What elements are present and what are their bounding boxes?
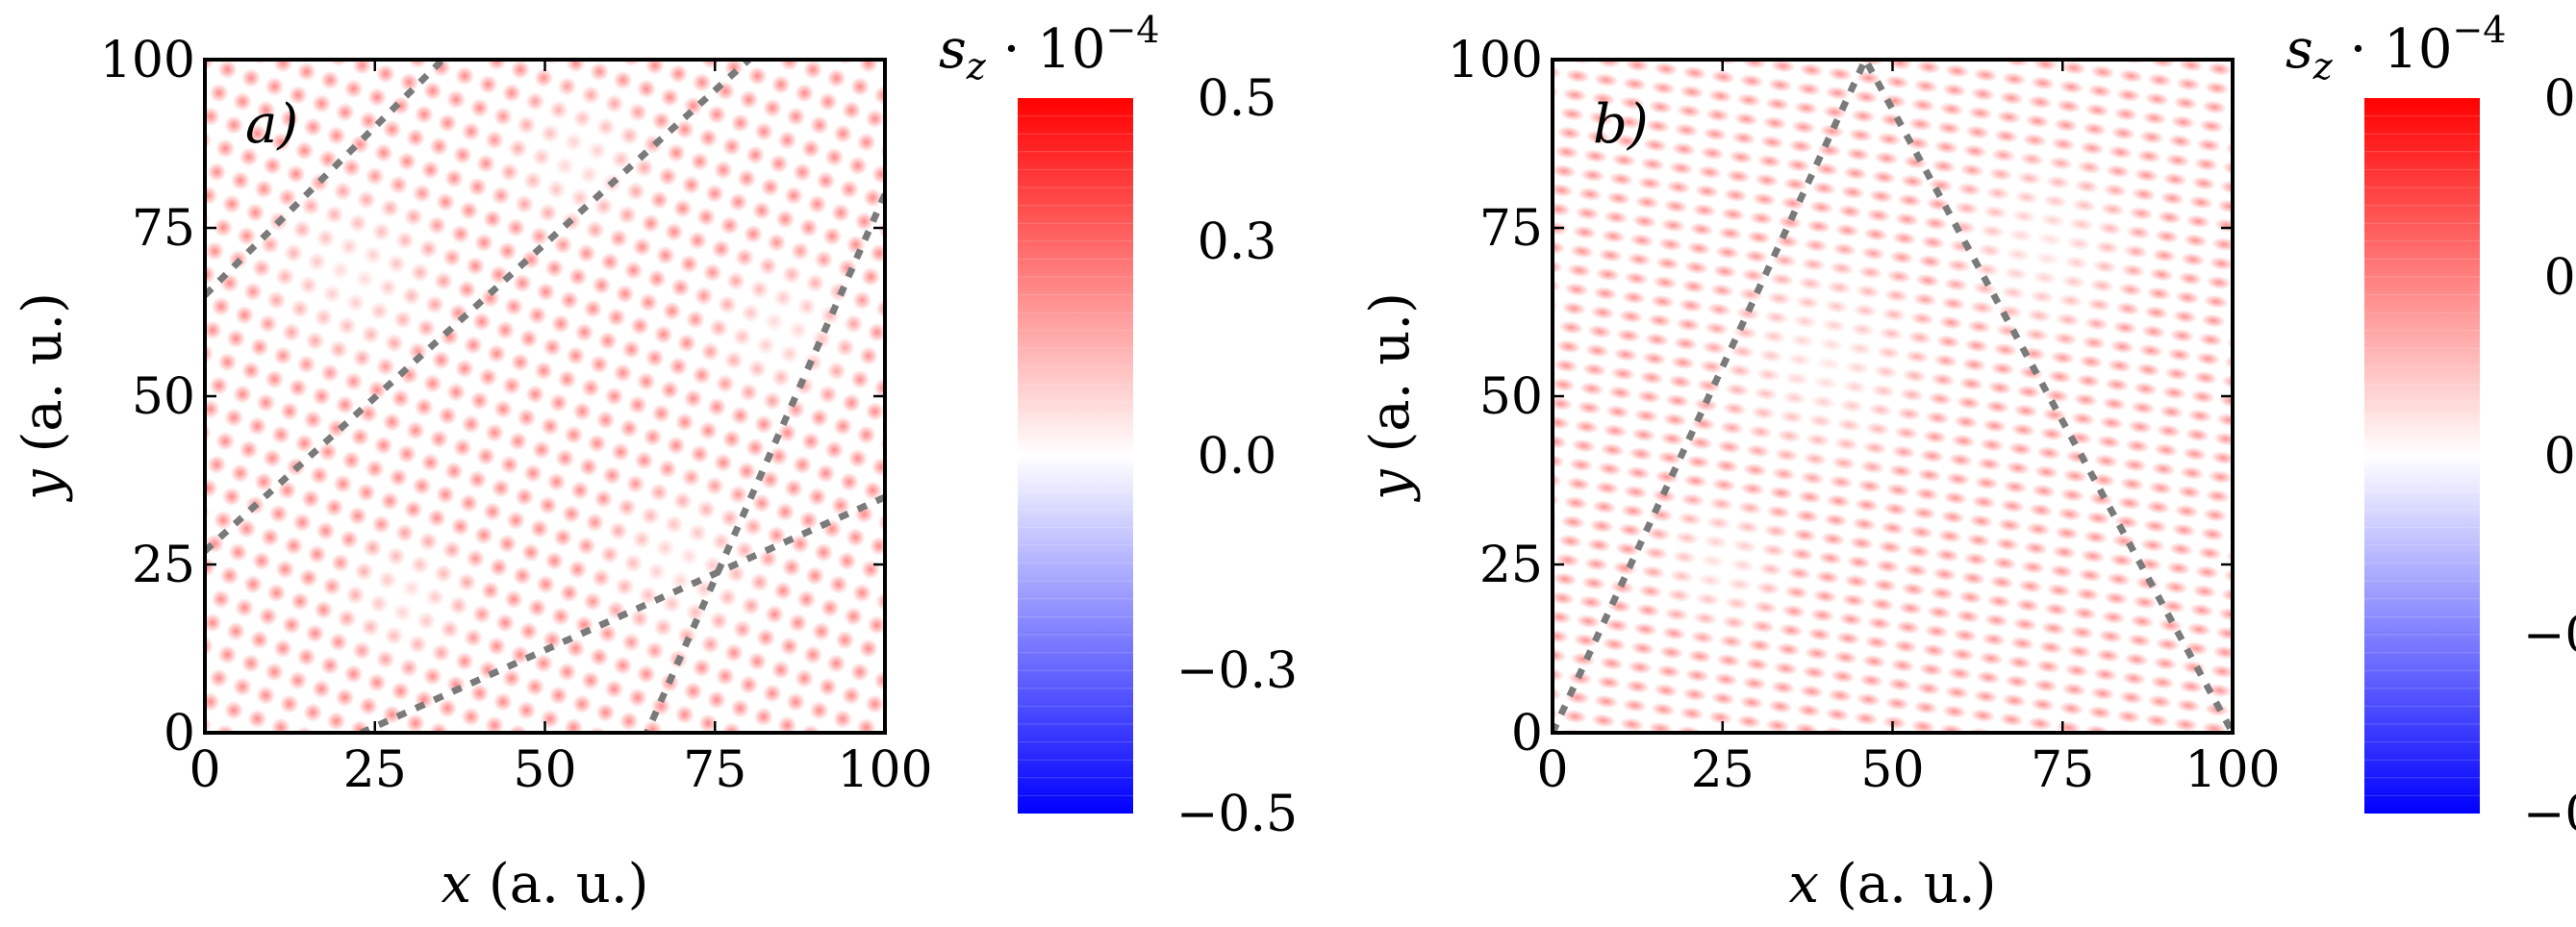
x-tick-label: 50: [1860, 741, 1924, 799]
colorbar-tick-label: −0.3: [1176, 642, 1298, 700]
y-axis-label: y (a. u.): [1359, 292, 1422, 503]
x-tick-label: 100: [837, 741, 932, 799]
heatmap-field: [205, 60, 885, 733]
guide-line-4: [360, 493, 885, 733]
colorbar-tick-label: 0.5: [1198, 70, 1277, 128]
heatmap-field: [1553, 60, 2233, 733]
y-tick-label: 50: [132, 368, 195, 426]
panel-b: 0 25 50 75 100 0 25 50 75 100 x (a. u.) y (a. u.) b)…: [1359, 9, 2576, 915]
x-axis-label: x (a. u.): [1789, 853, 1997, 915]
colorbar-title: sz · 10−4: [2286, 9, 2506, 88]
y-tick-label: 0: [1511, 705, 1543, 763]
x-tick-label: 0: [189, 741, 220, 799]
colorbar-tick-label: 0.0: [1198, 428, 1277, 486]
y-tick-label: 25: [132, 537, 195, 594]
guide-line-1: [205, 60, 445, 298]
colorbar: 0.6 0.3 0.0 −0.3 −0.6 sz · 10−4: [2286, 9, 2576, 843]
y-tick-label: 100: [1448, 32, 1543, 89]
panel-label: a): [245, 93, 298, 156]
x-tick-label: 50: [513, 741, 576, 799]
x-tick-label: 100: [2185, 741, 2280, 799]
guide-line-2: [205, 60, 751, 554]
x-tick-label: 0: [1536, 741, 1568, 799]
colorbar-tick-label: 0.6: [2544, 70, 2576, 128]
colorbar-tick-label: −0.5: [1176, 786, 1298, 843]
guide-line-1: [1553, 60, 2233, 733]
colorbar: 0.5 0.3 0.0 −0.3 −0.5 sz · 10−4: [939, 9, 1298, 843]
y-tick-label: 25: [1479, 537, 1543, 594]
y-tick-label: 75: [1479, 200, 1543, 258]
panel-a: 0 25 50 75 100 0 25 50 75 100 x (a. u.) y (a. u.) a)…: [12, 9, 1298, 915]
y-tick-label: 75: [132, 200, 195, 258]
colorbar-tick-label: −0.6: [2523, 786, 2576, 843]
colorbar-gradient: [1018, 98, 1133, 814]
panel-label: b): [1593, 93, 1649, 156]
y-axis-label: y (a. u.): [12, 292, 74, 503]
y-tick-label: 100: [100, 32, 195, 89]
x-tick-label: 25: [1691, 741, 1755, 799]
colorbar-tick-label: 0.0: [2544, 428, 2576, 486]
x-tick-label: 75: [683, 741, 746, 799]
x-tick-label: 75: [2031, 741, 2094, 799]
y-tick-label: 50: [1479, 368, 1543, 426]
colorbar-title: sz · 10−4: [939, 9, 1159, 88]
colorbar-tick-label: 0.3: [1198, 213, 1277, 271]
colorbar-gradient: [2364, 98, 2480, 814]
x-tick-label: 25: [343, 741, 407, 799]
x-axis-label: x (a. u.): [442, 853, 649, 915]
y-tick-label: 0: [164, 705, 195, 763]
colorbar-tick-label: −0.3: [2523, 607, 2576, 664]
guide-line-3: [644, 192, 885, 733]
colorbar-tick-label: 0.3: [2544, 249, 2576, 307]
